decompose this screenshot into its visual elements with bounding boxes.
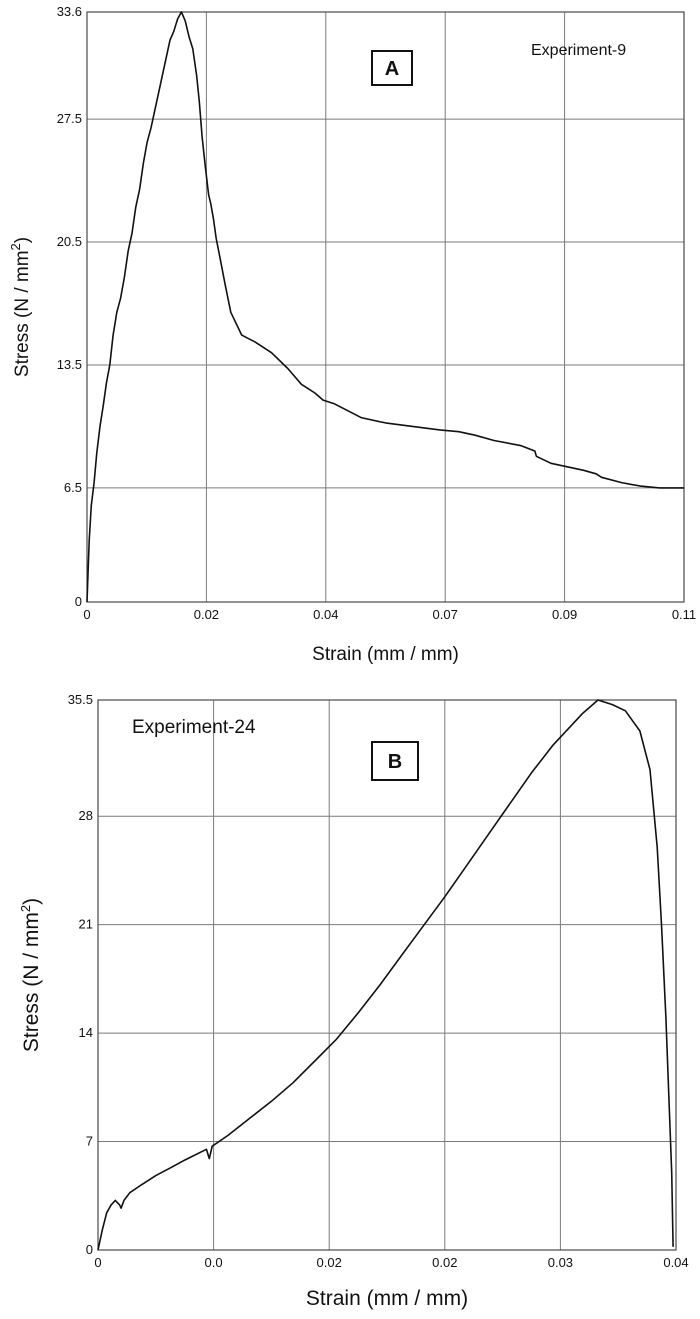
y-axis-title: Stress (N / mm2) — [8, 237, 33, 377]
x-tick-label: 0.04 — [313, 607, 338, 622]
x-tick-label: 0 — [94, 1255, 101, 1270]
y-tick-label: 0 — [75, 594, 82, 609]
panel-label: B — [388, 751, 402, 773]
y-tick-label: 7 — [86, 1134, 93, 1149]
chart-panel-a: 0 6.5 13.5 20.5 27.5 33.6 0 0.02 0.04 0.07 0.09 0.1… — [8, 4, 696, 665]
x-tick-label: 0.11 — [672, 607, 696, 622]
plot-frame — [86, 11, 685, 603]
x-tick-label: 0.09 — [552, 607, 577, 622]
x-tick-label: 0.04 — [663, 1255, 688, 1270]
y-tick-label: 28 — [79, 808, 93, 823]
x-tick-label: 0.03 — [548, 1255, 573, 1270]
y-tick-label: 35.5 — [68, 692, 93, 707]
stress-strain-curve — [86, 11, 684, 603]
plot-frame — [97, 699, 677, 1251]
x-tick-label: 0.0 — [205, 1255, 223, 1270]
y-tick-label: 6.5 — [64, 480, 82, 495]
chart-panel-b: 0 7 14 21 28 35.5 0 0.0 0.02 0.02 0.03 0.04 Strain (… — [18, 692, 689, 1310]
experiment-annotation: Experiment-9 — [531, 42, 626, 59]
x-tick-label: 0.02 — [432, 1255, 457, 1270]
y-axis-title: Stress (N / mm2) — [18, 898, 43, 1052]
y-tick-label: 33.6 — [57, 4, 82, 19]
panel-label: A — [385, 58, 399, 80]
x-tick-label: 0.02 — [317, 1255, 342, 1270]
y-tick-label: 14 — [79, 1025, 93, 1040]
y-tick-label: 20.5 — [57, 234, 82, 249]
x-axis-title: Strain (mm / mm) — [306, 1287, 468, 1310]
x-tick-label: 0.02 — [194, 607, 219, 622]
y-tick-label: 21 — [79, 917, 93, 932]
x-tick-label: 0.07 — [433, 607, 458, 622]
panel-badge-box — [371, 50, 413, 86]
y-tick-label: 27.5 — [57, 111, 82, 126]
experiment-annotation: Experiment-24 — [132, 717, 256, 738]
x-tick-label: 0 — [83, 607, 90, 622]
y-tick-label: 0 — [86, 1242, 93, 1257]
stress-strain-curve — [97, 699, 674, 1251]
y-tick-label: 13.5 — [57, 357, 82, 372]
panel-badge-box — [371, 741, 419, 781]
x-axis-title: Strain (mm / mm) — [312, 644, 459, 665]
